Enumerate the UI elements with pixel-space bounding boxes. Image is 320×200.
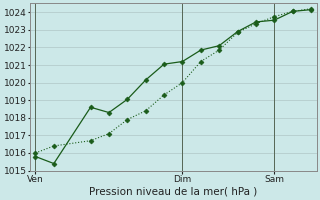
X-axis label: Pression niveau de la mer( hPa ): Pression niveau de la mer( hPa ) xyxy=(89,187,257,197)
